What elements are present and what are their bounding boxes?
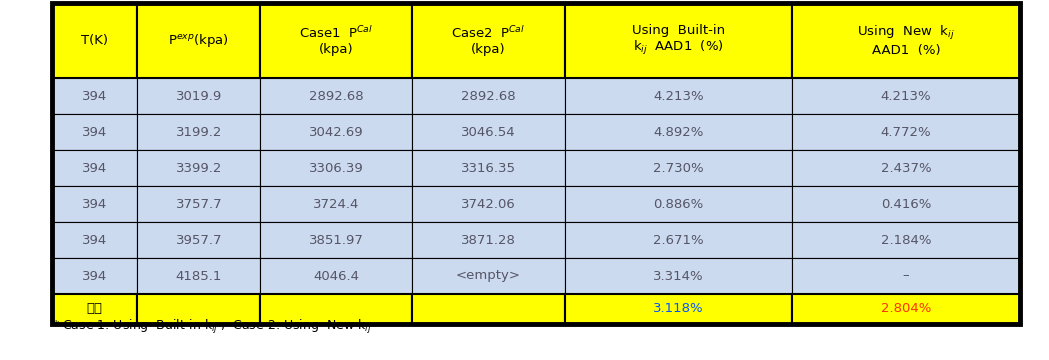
Bar (564, 258, 792, 294)
Bar (137, 3, 260, 78)
Bar (260, 222, 412, 258)
Bar (564, 3, 792, 78)
Text: Case1  P$^{Cal}$
(kpa): Case1 P$^{Cal}$ (kpa) (299, 25, 373, 56)
Text: T(K): T(K) (81, 34, 108, 47)
Bar (137, 114, 260, 150)
Bar (137, 186, 260, 222)
Text: 394: 394 (82, 90, 107, 103)
Text: 2.184%: 2.184% (881, 234, 932, 247)
Bar (260, 294, 412, 324)
Text: 3757.7: 3757.7 (175, 198, 222, 211)
Bar (52, 186, 137, 222)
Text: 2.804%: 2.804% (881, 302, 932, 315)
Text: 2892.68: 2892.68 (462, 90, 516, 103)
Text: P$^{exp}$(kpa): P$^{exp}$(kpa) (168, 32, 230, 49)
Bar (564, 294, 792, 324)
Text: 4.213%: 4.213% (654, 90, 704, 103)
Text: 394: 394 (82, 126, 107, 139)
Bar (260, 114, 412, 150)
Text: 2.671%: 2.671% (654, 234, 704, 247)
Text: Case2  P$^{Cal}$
(kpa): Case2 P$^{Cal}$ (kpa) (451, 25, 526, 56)
Bar (137, 222, 260, 258)
Text: 4185.1: 4185.1 (175, 270, 222, 283)
Text: 0.886%: 0.886% (654, 198, 704, 211)
Bar (260, 78, 412, 114)
Bar (792, 222, 1020, 258)
Bar (564, 150, 792, 186)
Text: * Case 1: Using  Built-in k$_{ij}$ ,  Case 2: Using  New k$_{ij}$: * Case 1: Using Built-in k$_{ij}$ , Case… (52, 318, 371, 336)
Text: 3046.54: 3046.54 (462, 126, 516, 139)
Text: 2.437%: 2.437% (881, 162, 932, 175)
Bar (412, 78, 564, 114)
Bar (412, 186, 564, 222)
Bar (792, 186, 1020, 222)
Text: 평균: 평균 (87, 302, 103, 315)
Bar (52, 222, 137, 258)
Text: 3399.2: 3399.2 (175, 162, 222, 175)
Bar (564, 222, 792, 258)
Bar (52, 3, 137, 78)
Text: 3.118%: 3.118% (654, 302, 704, 315)
Bar (412, 222, 564, 258)
Bar (792, 3, 1020, 78)
Text: 4.772%: 4.772% (881, 126, 932, 139)
Text: 3019.9: 3019.9 (175, 90, 222, 103)
Bar (260, 150, 412, 186)
Bar (52, 258, 137, 294)
Bar (412, 258, 564, 294)
Text: 4046.4: 4046.4 (314, 270, 360, 283)
Bar (52, 78, 137, 114)
Bar (564, 78, 792, 114)
Text: <empty>: <empty> (456, 270, 521, 283)
Bar (137, 78, 260, 114)
Text: 3724.4: 3724.4 (314, 198, 360, 211)
Bar (52, 294, 137, 324)
Bar (260, 186, 412, 222)
Bar (792, 150, 1020, 186)
Text: 394: 394 (82, 162, 107, 175)
Text: 2.730%: 2.730% (654, 162, 704, 175)
Text: 2892.68: 2892.68 (309, 90, 364, 103)
Bar (260, 258, 412, 294)
Bar (792, 294, 1020, 324)
Text: 394: 394 (82, 270, 107, 283)
Text: 3.314%: 3.314% (654, 270, 704, 283)
Text: Using  New  k$_{ij}$
AAD1  (%): Using New k$_{ij}$ AAD1 (%) (857, 24, 955, 57)
Text: 3042.69: 3042.69 (309, 126, 364, 139)
Text: 394: 394 (82, 198, 107, 211)
Text: 3199.2: 3199.2 (175, 126, 222, 139)
Bar (52, 3, 1020, 324)
Bar (564, 114, 792, 150)
Bar (412, 114, 564, 150)
Text: 394: 394 (82, 234, 107, 247)
Bar (792, 78, 1020, 114)
Bar (260, 3, 412, 78)
Text: –: – (903, 270, 909, 283)
Text: 3306.39: 3306.39 (309, 162, 364, 175)
Bar (52, 150, 137, 186)
Bar (137, 294, 260, 324)
Text: 3316.35: 3316.35 (461, 162, 516, 175)
Bar (412, 150, 564, 186)
Bar (412, 3, 564, 78)
Text: 3851.97: 3851.97 (309, 234, 364, 247)
Text: 4.892%: 4.892% (654, 126, 704, 139)
Bar (137, 258, 260, 294)
Bar (52, 114, 137, 150)
Text: Using  Built-in
k$_{ij}$  AAD1  (%): Using Built-in k$_{ij}$ AAD1 (%) (631, 24, 725, 57)
Bar (792, 258, 1020, 294)
Text: 3957.7: 3957.7 (175, 234, 222, 247)
Text: 4.213%: 4.213% (881, 90, 932, 103)
Bar (564, 186, 792, 222)
Text: 0.416%: 0.416% (881, 198, 932, 211)
Bar (792, 114, 1020, 150)
Text: 3742.06: 3742.06 (462, 198, 516, 211)
Bar (412, 294, 564, 324)
Text: 3871.28: 3871.28 (462, 234, 516, 247)
Bar (137, 150, 260, 186)
